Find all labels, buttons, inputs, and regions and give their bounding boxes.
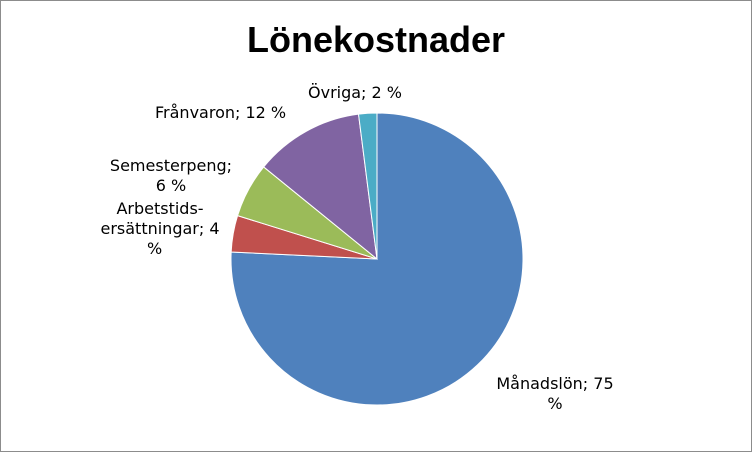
slice-label-arbetstidsersattningar: Arbetstids- ersättningar; 4 % (100, 199, 220, 258)
chart-title: Lönekostnader (246, 19, 506, 60)
pie-slice-ovriga (357, 112, 378, 260)
slice-label-manadslon: Månadslön; 75 % (496, 374, 614, 413)
slice-label-semesterpeng: Semesterpeng; 6 % (109, 156, 233, 195)
pie-slice-franvaron (262, 113, 378, 261)
slice-label-ovriga: Övriga; 2 % (308, 83, 402, 102)
slice-label-franvaron: Frånvaron; 12 % (155, 103, 287, 122)
